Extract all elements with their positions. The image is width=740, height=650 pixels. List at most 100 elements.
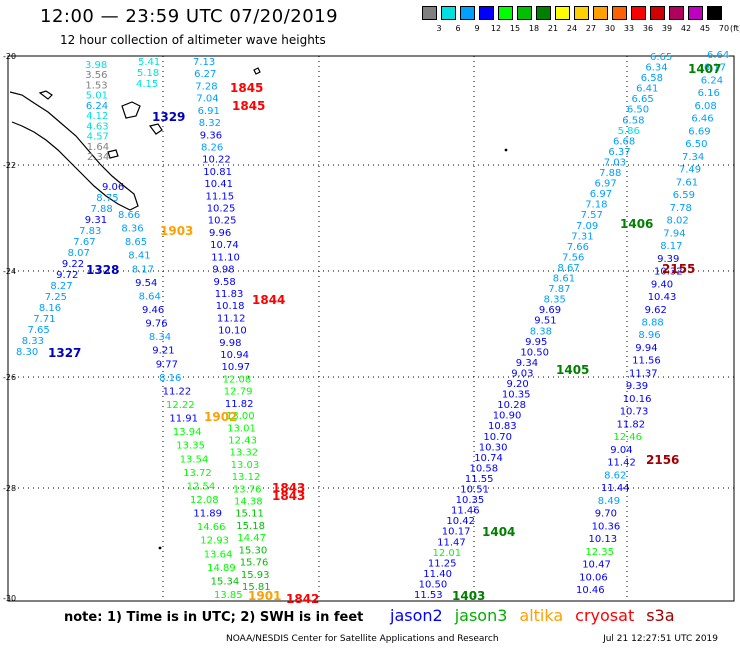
wave-height-value: 8.88 (642, 318, 664, 329)
wave-height-value: 13.32 (230, 448, 259, 459)
scale-swatch (498, 6, 513, 20)
wave-height-value: 9.77 (156, 359, 178, 370)
scale-swatch (669, 6, 684, 20)
scale-label: 12 (490, 24, 502, 33)
wave-height-value: 12.43 (228, 436, 257, 447)
wave-height-value: 10.50 (419, 580, 448, 591)
wave-height-value: 9.46 (142, 305, 164, 316)
wave-height-value: 8.17 (660, 241, 682, 252)
page-subtitle: 12 hour collection of altimeter wave hei… (60, 33, 326, 47)
wave-height-value: 7.13 (193, 57, 215, 68)
wave-height-value: 15.34 (211, 576, 240, 587)
wave-height-value: 10.13 (589, 534, 618, 545)
scale-swatch (612, 6, 627, 20)
wave-height-value: 10.74 (474, 453, 503, 464)
pass-time-label: 1901 (248, 589, 281, 603)
scale-swatch (479, 6, 494, 20)
wave-height-value: 7.09 (576, 221, 598, 232)
lat-label: -28 (3, 484, 16, 493)
lat-label: -24 (3, 267, 16, 276)
wave-height-value: 8.66 (118, 210, 140, 221)
wave-height-value: 9.72 (56, 270, 78, 281)
wave-height-value: 11.82 (225, 399, 254, 410)
wave-height-value: 6.91 (198, 106, 220, 117)
lat-label: -26 (3, 373, 16, 382)
wave-height-value: 9.58 (214, 277, 236, 288)
wave-height-value: 12.54 (187, 481, 216, 492)
wave-height-value: 7.87 (548, 284, 570, 295)
wave-tracks: 3.983.561.535.016.244.124.634.571.642.34… (16, 50, 729, 601)
wave-height-value: 11.12 (217, 313, 246, 324)
units-note: note: 1) Time is in UTC; 2) SWH is in fe… (64, 610, 364, 625)
wave-height-value: 10.90 (493, 411, 522, 422)
legend-item-altika: altika (519, 606, 564, 625)
wave-height-value: 7.71 (33, 314, 55, 325)
wave-height-value: 8.17 (132, 264, 154, 275)
wave-height-value: 7.65 (28, 325, 50, 336)
wave-height-value: 14.47 (237, 533, 266, 544)
wave-height-value: 10.42 (446, 516, 475, 527)
wave-height-value: 4.12 (86, 111, 108, 122)
wave-height-value: 14.66 (197, 522, 226, 533)
wave-height-value: 11.82 (617, 419, 646, 430)
wave-height-value: 9.39 (657, 254, 679, 265)
pass-time-label: 2156 (646, 453, 679, 467)
wave-height-value: 13.85 (214, 590, 243, 601)
wave-height-value: 9.98 (212, 265, 234, 276)
wave-height-value: 6.65 (632, 94, 654, 105)
wave-height-value: 10.25 (208, 216, 237, 227)
wave-height-value: 8.41 (128, 251, 150, 262)
wave-height-value: 13.35 (176, 441, 205, 452)
scale-label: 6 (455, 24, 461, 33)
wave-height-value: 10.16 (623, 394, 652, 405)
wave-height-value: 10.35 (502, 390, 531, 401)
track: 7.136.277.287.046.918.329.368.2610.2210.… (193, 57, 271, 593)
wave-height-value: 10.94 (220, 350, 249, 361)
scale-swatch (707, 6, 722, 20)
wave-height-value: 11.44 (601, 483, 630, 494)
wave-height-value: 6.16 (698, 88, 720, 99)
pass-time-label: 1842 (286, 592, 319, 605)
wave-height-value: 7.57 (581, 210, 603, 221)
wave-height-value: 9.20 (507, 379, 529, 390)
pass-time-label: 1902 (204, 410, 237, 424)
wave-height-value: 2.34 (87, 152, 109, 163)
wave-height-value: 9.96 (209, 228, 231, 239)
wave-height-value: 6.37 (608, 147, 630, 158)
wave-height-value: 10.51 (460, 485, 489, 496)
wave-height-value: 6.59 (673, 190, 695, 201)
track: 11.5310.5011.4011.2512.0111.4710.1710.42… (414, 52, 672, 601)
track: 8.66 8.36 8.65 8.41 8.17 9.54 8.64 9.46 9.76 8.34… (118, 210, 243, 601)
wave-height-value: 7.78 (670, 203, 692, 214)
footer-timestamp: Jul 21 12:27:51 UTC 2019 (603, 634, 718, 644)
wave-height-value: 6.34 (645, 63, 667, 74)
wave-height-value: 6.08 (695, 101, 717, 112)
wave-height-value: 8.34 (149, 332, 171, 343)
coastline (9, 67, 261, 211)
wave-height-value: 6.46 (691, 114, 713, 125)
lon-label: 168 (156, 604, 171, 605)
wave-height-value: 9.21 (152, 346, 174, 357)
scale-swatch (688, 6, 703, 20)
wave-height-value: 9.34 (516, 358, 538, 369)
scale-swatch (460, 6, 475, 20)
lon-label: 171 (312, 604, 327, 605)
pass-time-label: 1328 (86, 263, 119, 277)
scale-label: 39 (661, 24, 673, 33)
scale-label: 70 (718, 24, 730, 33)
wave-height-value: 10.10 (218, 326, 247, 337)
scale-swatch (631, 6, 646, 20)
wave-height-value: 11.10 (211, 252, 240, 263)
wave-height-value: 12.35 (585, 547, 614, 558)
wave-height-value: 8.36 (121, 224, 143, 235)
wave-height-value: 8.62 (604, 470, 626, 481)
track: 3.983.561.535.016.244.124.634.571.642.34 (85, 60, 109, 163)
wave-height-value: 8.35 (544, 295, 566, 306)
scale-swatch (574, 6, 589, 20)
wave-height-value: 10.41 (204, 179, 233, 190)
wave-height-value: 10.50 (520, 347, 549, 358)
wave-height-value: 8.61 (553, 274, 575, 285)
wave-height-value: 8.33 (22, 336, 44, 347)
scale-swatch (441, 6, 456, 20)
wave-height-value: 6.17 (704, 63, 726, 74)
